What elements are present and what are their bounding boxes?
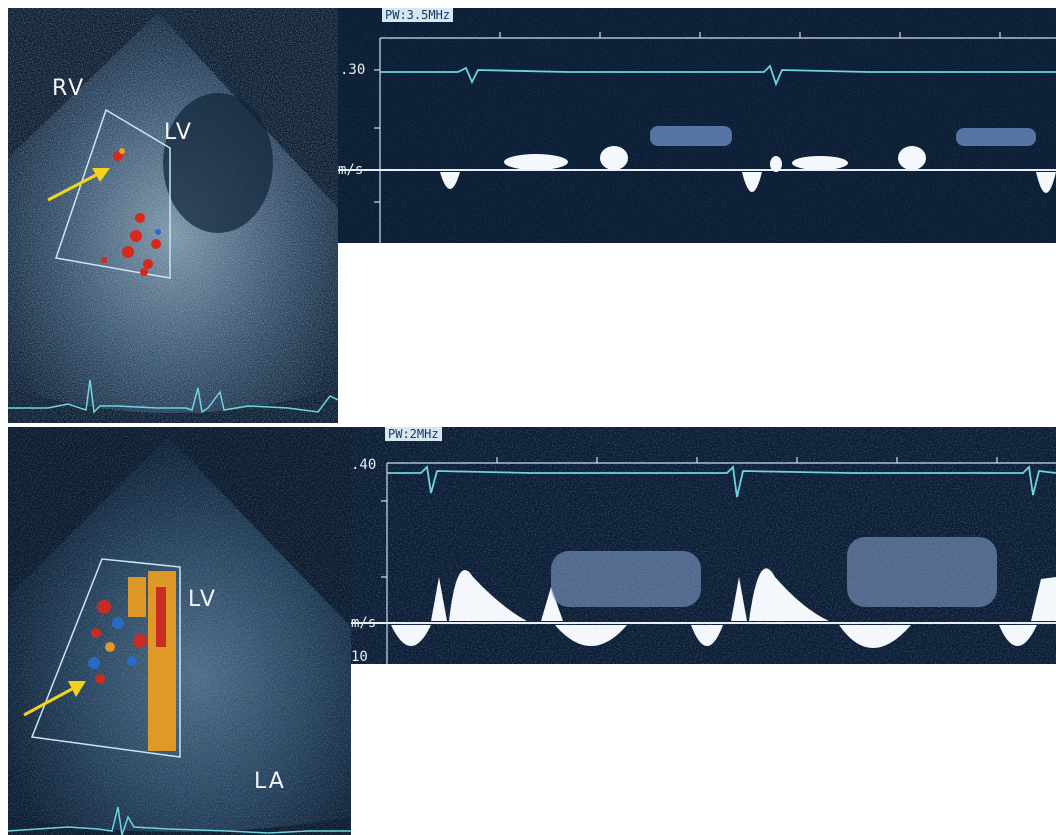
ecg-trace-bottom bbox=[8, 806, 351, 835]
top-doppler-image bbox=[338, 8, 1056, 243]
top-doppler-panel: PW:3.5MHz .30 m/s bbox=[338, 8, 1056, 243]
bottom-echo-panel: LV LA bbox=[8, 427, 351, 835]
arrow-icon bbox=[47, 168, 110, 202]
label-rv: RV bbox=[52, 76, 86, 101]
color-flow-bottom bbox=[88, 571, 176, 751]
doppler-header-top: PW:3.5MHz bbox=[382, 8, 454, 22]
ecg-trace-top bbox=[8, 379, 338, 414]
scale-value-bottom: .40 bbox=[351, 457, 377, 473]
scale-low-bottom: 10 bbox=[351, 649, 368, 664]
bottom-echo-image bbox=[8, 427, 351, 835]
top-echo-panel: RV LV bbox=[8, 8, 338, 423]
color-flow-top bbox=[101, 148, 161, 276]
doppler-waves-bottom bbox=[431, 568, 1056, 621]
bottom-doppler-image bbox=[351, 427, 1056, 664]
doppler-header-bottom: PW:2MHz bbox=[385, 427, 442, 441]
scale-value-top: .30 bbox=[340, 62, 366, 78]
ecg-trace-top-doppler bbox=[380, 64, 1056, 87]
label-lv-top: LV bbox=[164, 120, 193, 145]
doppler-waves-top bbox=[504, 146, 926, 172]
top-echo-image bbox=[8, 8, 338, 423]
label-la: LA bbox=[254, 769, 286, 794]
label-lv-bottom: LV bbox=[188, 587, 217, 612]
ecg-trace-bottom-doppler bbox=[387, 465, 1056, 498]
arrow-icon bbox=[23, 681, 86, 717]
unit-top: m/s bbox=[338, 162, 364, 178]
bottom-doppler-panel: PW:2MHz .40 m/s 10 bbox=[351, 427, 1056, 664]
unit-bottom: m/s bbox=[351, 615, 377, 631]
